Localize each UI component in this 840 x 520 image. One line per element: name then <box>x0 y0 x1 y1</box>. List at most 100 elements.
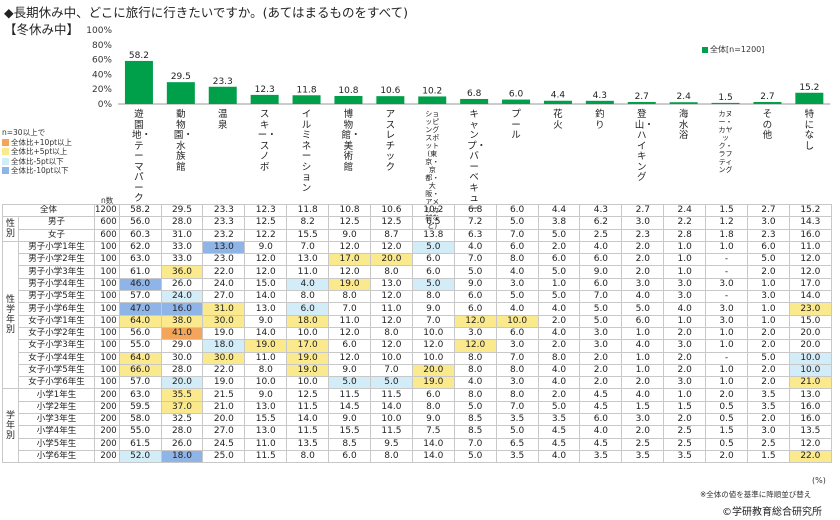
bar <box>753 102 782 104</box>
table-cell: 33.0 <box>160 240 204 255</box>
table-cell: 4.5 <box>579 400 623 415</box>
table-cell: 5.0 <box>453 449 497 464</box>
table-cell: - <box>705 253 748 267</box>
category-label: 登山・ハイキング <box>634 109 654 183</box>
table-cell: 4.0 <box>453 240 497 255</box>
table-cell: 8.0 <box>369 326 413 341</box>
category-label: その他 <box>762 109 773 141</box>
table-cell: 8.0 <box>537 351 581 365</box>
bar <box>208 86 237 104</box>
table-cell: 3.0 <box>453 326 497 341</box>
table-cell: 12.0 <box>328 326 371 341</box>
table-cell: 4.0 <box>537 326 581 341</box>
table-cell: 9.0 <box>328 228 371 242</box>
table-cell: 2.0 <box>663 413 707 427</box>
table-cell: 1.2 <box>705 216 748 230</box>
crosstab-table: 全体 1200 58.2 29.5 23.3 12.3 11.8 10.8 10.6 10.2 6.… <box>2 203 832 464</box>
table-cell: 2.5 <box>579 228 623 242</box>
table-cell: 12.0 <box>244 253 288 267</box>
table-cell: 4.0 <box>663 302 707 316</box>
category-label: イルミネーション <box>301 109 312 194</box>
table-cell: 10.0 <box>286 376 330 390</box>
table-cell: 28.0 <box>160 216 204 230</box>
table-cell: 2.5 <box>747 437 790 451</box>
table-cell: 7.5 <box>411 425 455 439</box>
table-cell: 10.0 <box>369 413 413 427</box>
bar <box>711 102 740 104</box>
table-cell: 10.0 <box>788 351 832 365</box>
table-row: 男子小学2年生 100 63.0 33.0 23.0 12.0 13.0 17.0 20.0 6.… <box>3 253 832 267</box>
table-cell: 2.5 <box>663 425 707 439</box>
n-count: 200 <box>94 388 120 402</box>
table-cell: 11.5 <box>369 388 413 402</box>
table-cell: 3.0 <box>747 216 790 230</box>
bar <box>585 100 614 104</box>
table-cell: 32.5 <box>160 413 204 427</box>
table-cell: 7.0 <box>328 302 371 316</box>
table-cell: 15.2 <box>788 203 832 218</box>
table-cell: 9.0 <box>328 363 371 378</box>
table-cell: 11.5 <box>369 425 413 439</box>
y-tick-label: 100% <box>86 26 112 36</box>
table-cell: 6.0 <box>495 326 539 341</box>
table-cell: 2.0 <box>747 265 790 279</box>
table-cell: 1.0 <box>747 314 790 328</box>
table-cell: 6.0 <box>328 449 371 464</box>
table-cell: 17.0 <box>788 277 832 292</box>
y-tick-label: 60% <box>92 56 112 66</box>
table-cell: 5.0 <box>579 302 623 316</box>
table-cell: 24.5 <box>202 437 246 451</box>
table-cell: 6.0 <box>411 388 455 402</box>
table-cell: 7.0 <box>286 240 330 255</box>
table-cell: 24.0 <box>160 290 204 304</box>
table-cell: 3.0 <box>663 290 707 304</box>
table-cell: 5.0 <box>495 425 539 439</box>
table-cell: 20.0 <box>369 253 413 267</box>
table-cell: 10.0 <box>788 363 832 378</box>
bar <box>418 96 447 104</box>
bar-value-label: 4.4 <box>551 91 566 101</box>
table-cell: 56.0 <box>118 216 162 230</box>
key-swatch <box>2 138 9 146</box>
table-cell: 3.0 <box>705 277 748 292</box>
n-count: 100 <box>94 339 120 353</box>
chart-legend: 全体[n=1200] <box>702 44 764 55</box>
table-cell: 2.0 <box>579 363 623 378</box>
table-cell: 60.3 <box>118 228 162 242</box>
table-cell: 12.0 <box>788 253 832 267</box>
table-cell: 4.0 <box>579 425 623 439</box>
table-cell: 3.5 <box>537 413 581 427</box>
table-cell: 12.0 <box>369 240 413 255</box>
table-cell: 58.0 <box>118 413 162 427</box>
bar <box>292 95 321 104</box>
table-cell: 4.0 <box>495 265 539 279</box>
row-label: 男子小学1年生 <box>18 240 95 255</box>
table-cell: 14.0 <box>286 413 330 427</box>
row-label: 女子小学6年生 <box>18 376 95 390</box>
table-cell: 8.0 <box>244 363 288 378</box>
table-row: 学年別小学1年生 200 63.0 35.5 21.5 9.0 12.5 11.5 11.5 6.… <box>2 388 832 464</box>
table-cell: 29.0 <box>160 339 204 353</box>
table-cell: 17.0 <box>286 339 330 353</box>
category-label: スキー・スノボ <box>257 109 277 173</box>
table-cell: 2.0 <box>747 363 790 378</box>
table-cell: 7.0 <box>453 437 497 451</box>
table-cell: 2.3 <box>621 228 665 242</box>
table-cell: 4.0 <box>579 240 623 255</box>
table-cell: 11.5 <box>244 449 288 464</box>
bar <box>669 102 698 104</box>
table-cell: 5.0 <box>747 351 790 365</box>
group-label: 学年別 <box>2 388 19 464</box>
color-key-item: 全体比+10pt以上 <box>2 138 72 148</box>
category-label: 温泉 <box>217 109 228 131</box>
group-label: 性別 <box>2 216 19 242</box>
table-cell: 3.5 <box>663 449 707 464</box>
table-cell: 27.0 <box>202 290 246 304</box>
table-row: 女子小学1年生 100 64.0 38.0 30.0 9.0 18.0 11.0 12.0 7.0… <box>3 314 832 328</box>
bar <box>166 82 195 104</box>
table-cell: 5.0 <box>537 400 581 415</box>
table-cell: 13.0 <box>286 253 330 267</box>
table-cell: 6.0 <box>537 253 581 267</box>
table-cell: 18.0 <box>286 314 330 328</box>
color-key: n=30以上で 全体比+10pt以上 全体比+5pt以上 全体比-5pt以下 全… <box>2 128 72 176</box>
